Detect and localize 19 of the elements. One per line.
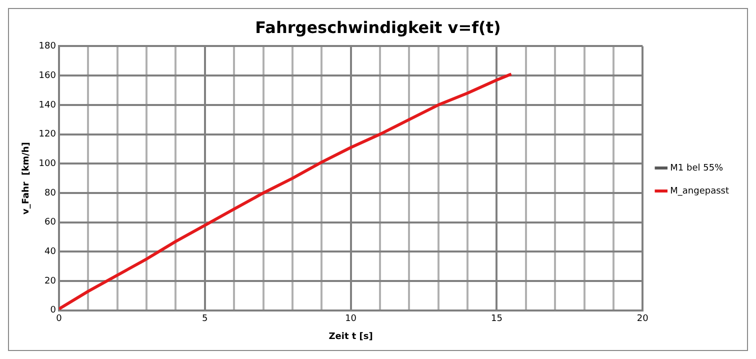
y-tick-label: 120: [38, 130, 56, 140]
y-tick-label: 0: [50, 306, 56, 316]
chart-title: Fahrgeschwindigkeit v=f(t): [255, 18, 501, 37]
y-tick-label: 100: [38, 158, 56, 169]
x-tick-label: 15: [490, 314, 502, 324]
y-tick-label: 80: [44, 188, 56, 198]
legend-label: M1 bel 55%: [670, 163, 724, 174]
y-axis-title: v_Fahr [km/h]: [22, 142, 32, 215]
y-tick-label: 40: [44, 247, 56, 258]
y-tick-label: 60: [44, 218, 56, 228]
legend-label: M_angepasst: [670, 186, 730, 196]
x-tick-label: 10: [345, 314, 357, 324]
x-axis-title: Zeit t [s]: [328, 332, 373, 342]
x-tick-label: 20: [636, 314, 649, 324]
y-tick-label: 20: [44, 276, 56, 286]
x-tick-label: 5: [202, 314, 208, 324]
y-tick-label: 180: [38, 42, 56, 52]
y-tick-label: 160: [38, 70, 56, 81]
y-tick-label: 140: [38, 100, 56, 110]
